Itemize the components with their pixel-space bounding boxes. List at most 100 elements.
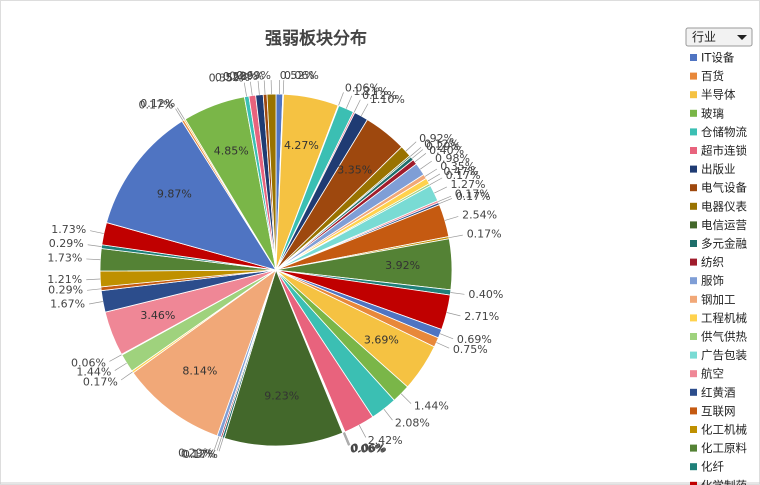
leader-line: [410, 146, 422, 157]
leader-line: [87, 288, 102, 291]
legend-label: 钢加工: [701, 292, 736, 306]
legend-label: 超市连锁: [701, 144, 747, 158]
pie-slice: [266, 93, 277, 271]
leader-line: [263, 80, 266, 95]
chart-title: 强弱板块分布: [265, 28, 367, 48]
legend-label: 化学制药: [701, 478, 747, 485]
leader-line: [434, 186, 448, 194]
leader-line: [86, 278, 101, 281]
leader-line: [214, 436, 220, 450]
leader-line: [243, 82, 247, 97]
data-label: 9.87%: [157, 187, 192, 200]
leader-line: [109, 354, 122, 362]
data-label: 0.12%: [181, 447, 216, 460]
data-label: 1.44%: [76, 366, 111, 379]
data-label: 1.44%: [414, 399, 449, 412]
leader-line: [343, 432, 350, 446]
legend-label: 仓储物流: [701, 125, 747, 139]
leader-line: [414, 153, 427, 163]
leader-line: [257, 80, 260, 95]
data-label: 0.17%: [446, 169, 481, 182]
leader-line: [358, 424, 367, 438]
legend-label: 工程机械: [701, 311, 747, 325]
leader-line: [360, 103, 369, 117]
leader-line: [345, 95, 353, 109]
data-label: 3.46%: [140, 309, 175, 322]
leader-line: [353, 99, 361, 113]
legend-swatch: [690, 444, 697, 452]
data-label: 0.06%: [284, 69, 319, 82]
legend-swatch: [690, 147, 697, 154]
data-label: 0.12%: [362, 89, 397, 102]
legend-swatch: [690, 184, 697, 192]
legend-label: 供气供热: [701, 330, 747, 344]
leader-line: [177, 107, 185, 120]
legend-label: 玻璃: [701, 106, 724, 120]
data-label: 0.12%: [424, 138, 459, 151]
leader-line: [436, 342, 450, 349]
leader-line: [420, 160, 432, 170]
leader-line: [448, 234, 463, 239]
data-label: 2.54%: [462, 208, 497, 221]
leader-line: [344, 431, 351, 446]
data-label: 8.14%: [182, 364, 217, 377]
data-label: 0.52%: [280, 69, 315, 82]
data-label: 1.67%: [50, 298, 85, 311]
legend-title: 行业: [692, 30, 716, 44]
legend-label: 化纤: [701, 460, 724, 474]
data-label: 1.10%: [370, 93, 405, 106]
pie-slice: [132, 268, 277, 437]
legend-label: 电器仪表: [701, 199, 747, 213]
legend-label: 纺织: [701, 255, 724, 269]
leader-line: [446, 312, 461, 317]
legend-swatch: [690, 351, 697, 359]
legend-label: 互联网: [701, 404, 736, 418]
data-label: 0.17%: [455, 188, 490, 201]
data-label: 2.08%: [395, 416, 430, 429]
leader-line: [120, 371, 133, 381]
legend-label: 出版业: [701, 162, 736, 176]
legend-swatch: [690, 91, 697, 99]
legend-swatch: [690, 426, 697, 433]
data-label: 0.17%: [467, 227, 502, 240]
data-label: 9.23%: [264, 390, 299, 403]
leader-line: [405, 141, 417, 152]
data-label: 0.29%: [49, 237, 84, 250]
data-label: 1.73%: [47, 252, 82, 265]
data-label: 0.17%: [83, 375, 118, 388]
leader-line: [411, 149, 424, 159]
leader-line: [383, 408, 393, 421]
leader-line: [342, 432, 349, 446]
data-label: 1.27%: [450, 178, 485, 191]
leader-line: [400, 393, 412, 404]
leader-line: [438, 198, 453, 204]
leader-line: [216, 437, 222, 451]
legend-label: 电气设备: [701, 181, 747, 195]
data-label: 3.35%: [337, 164, 372, 177]
leader-line: [249, 81, 253, 96]
legend-swatch: [690, 109, 697, 117]
data-label: 0.40%: [468, 288, 503, 301]
data-label: 0.98%: [435, 152, 470, 165]
legend-label: 红黄酒: [701, 385, 736, 399]
pie-slice: [223, 268, 344, 447]
legend-label: 化工原料: [701, 441, 747, 455]
data-label: 0.35%: [440, 160, 475, 173]
pie-slice: [106, 120, 277, 271]
legend-label: 广告包装: [701, 348, 747, 362]
data-label: 0.35%: [209, 72, 244, 85]
leader-line: [427, 173, 441, 182]
leader-line: [114, 362, 127, 371]
data-label: 2.42%: [368, 434, 403, 447]
leader-line: [90, 230, 104, 234]
data-label: 0.17%: [456, 190, 491, 203]
leader-line: [450, 292, 465, 295]
legend-filter[interactable]: [685, 27, 753, 47]
legend-label: 半导体: [701, 88, 736, 102]
legend-swatch: [690, 240, 697, 247]
data-label: 0.06%: [352, 442, 387, 455]
leader-line: [338, 92, 344, 106]
data-label: 0.17%: [183, 448, 218, 461]
data-label: 0.58%: [223, 70, 258, 83]
